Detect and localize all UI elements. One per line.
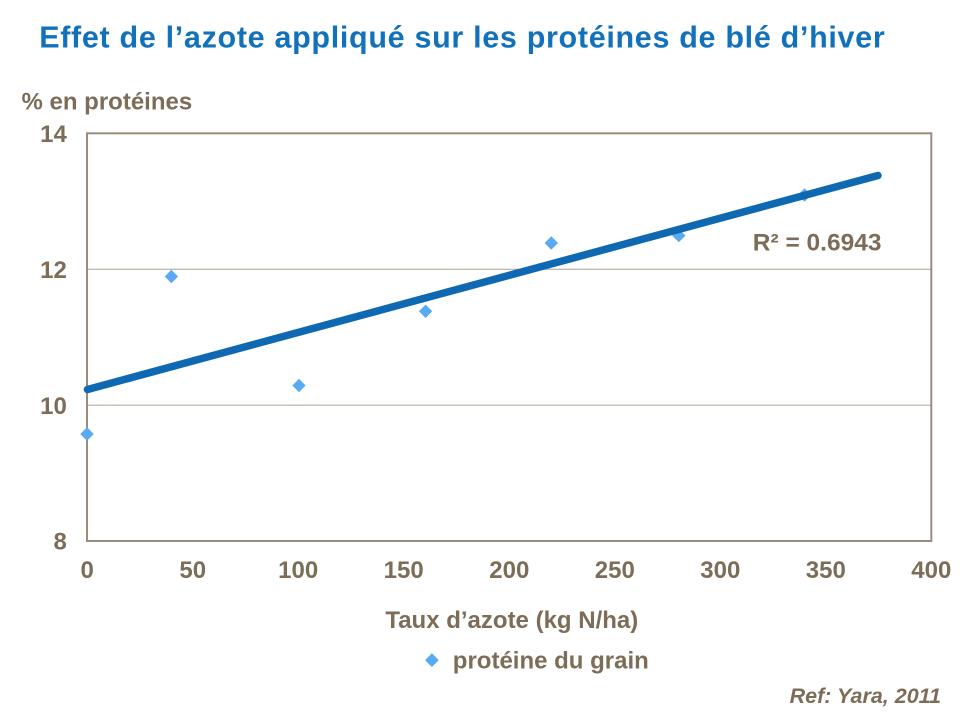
svg-text:% en protéines: % en protéines [22, 88, 193, 115]
svg-text:0: 0 [81, 557, 94, 584]
svg-text:50: 50 [179, 557, 206, 584]
svg-text:150: 150 [384, 557, 424, 584]
svg-text:Ref: Yara, 2011: Ref: Yara, 2011 [790, 684, 941, 708]
svg-text:300: 300 [700, 557, 740, 584]
svg-text:R² = 0.6943: R² = 0.6943 [753, 230, 882, 257]
svg-text:protéine du grain: protéine du grain [453, 647, 649, 674]
svg-text:350: 350 [806, 557, 846, 584]
svg-text:400: 400 [911, 557, 951, 584]
svg-text:Taux d’azote (kg N/ha): Taux d’azote (kg N/ha) [385, 607, 638, 634]
svg-text:250: 250 [595, 557, 635, 584]
svg-text:14: 14 [40, 121, 67, 148]
svg-text:8: 8 [53, 529, 66, 556]
svg-text:10: 10 [40, 393, 67, 420]
svg-text:Effet de l’azote appliqué sur: Effet de l’azote appliqué sur les protéi… [39, 21, 885, 55]
svg-text:200: 200 [489, 557, 529, 584]
svg-text:100: 100 [278, 557, 318, 584]
svg-text:12: 12 [40, 257, 67, 284]
